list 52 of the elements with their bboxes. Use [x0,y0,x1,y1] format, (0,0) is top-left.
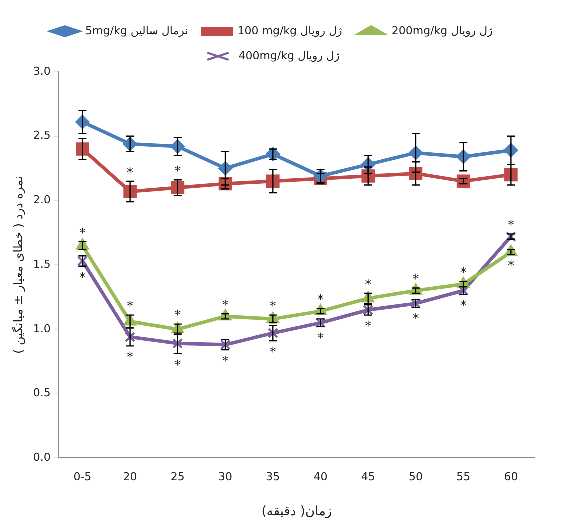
annotation: * [174,164,182,180]
annotation: * [127,300,134,315]
annotation: * [508,259,515,274]
annotation: * [318,331,324,346]
y-tick-label: 2.5 [33,129,51,142]
annotation: * [412,272,420,288]
y-axis-title: نمره درد ( خطای معیار ± میانگین ) [11,176,26,354]
point [506,232,516,242]
annotation: * [270,345,277,360]
x-tick-label: 40 [314,470,328,484]
y-tick-label: 1.0 [33,322,51,336]
x-tick-label: 35 [266,470,280,484]
point [266,174,280,188]
legend-label: 100 mg/kg ژل رویال [238,24,342,38]
x-tick-label: 25 [170,470,185,484]
x-tick-label: 0-5 [74,470,92,484]
annotation: * [222,298,230,314]
annotation: * [412,312,420,327]
annotation: * [127,350,134,366]
x-axis-title: زمان( دقیقه) [262,504,332,520]
annotation: * [460,299,468,314]
x-tick-label: 45 [361,470,376,484]
annotation: * [222,354,230,370]
point [266,147,280,162]
annotation: * [174,358,182,374]
annotation: * [127,166,134,181]
annotation: * [270,300,277,315]
annotation: * [460,266,468,282]
y-tick-label: 2.0 [33,194,51,207]
y-tick-label: 0.0 [33,451,51,464]
annotation: * [79,226,86,242]
point [172,338,184,349]
y-tick-label: 0.5 [33,386,51,400]
x-tick-label: 55 [456,470,471,484]
y-tick-label: 1.5 [33,258,51,271]
annotation: * [79,270,86,286]
point [268,328,278,339]
legend-label: 200mg/kg ژل رویال [392,24,493,38]
annotation: * [174,308,182,324]
y-tick-label: 3.0 [33,64,51,78]
point [125,332,136,342]
legend-label: 5mg/kg نرمال سالین [86,24,188,38]
x-tick-label: 30 [218,470,233,484]
point [456,174,470,188]
x-tick-label: 60 [504,470,518,484]
annotation: * [365,278,372,293]
x-tick-label: 50 [408,470,423,484]
legend-label: 400mg/kg ژل رویال [238,49,340,62]
annotation: * [365,320,372,335]
x-tick-label: 20 [123,470,138,484]
annotation: * [318,293,324,308]
annotation: * [508,218,515,234]
